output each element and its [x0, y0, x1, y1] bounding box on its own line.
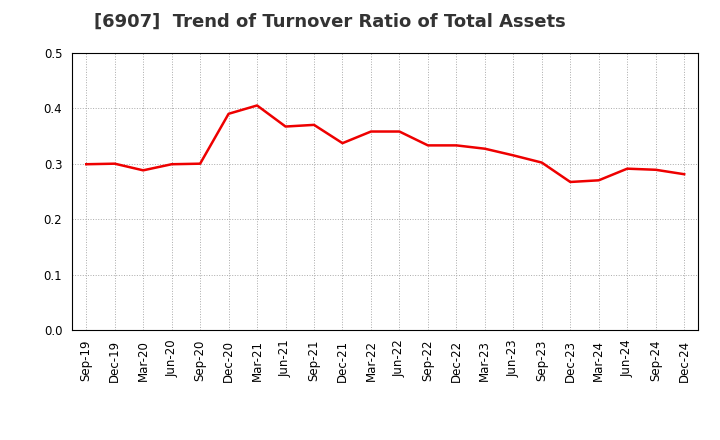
- Text: [6907]  Trend of Turnover Ratio of Total Assets: [6907] Trend of Turnover Ratio of Total …: [94, 13, 565, 31]
